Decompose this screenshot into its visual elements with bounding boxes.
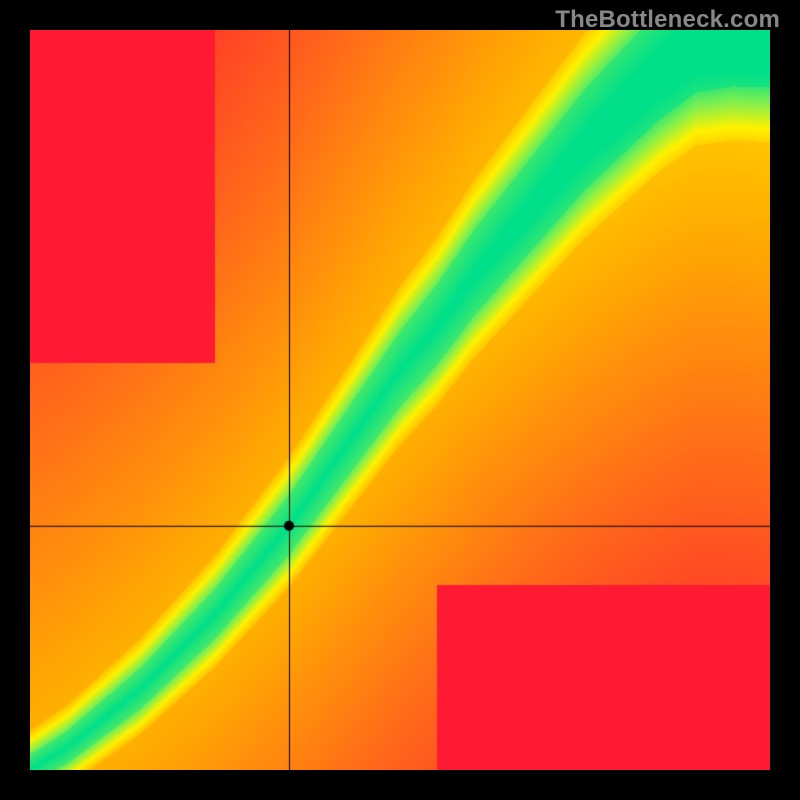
bottleneck-heatmap — [30, 30, 770, 770]
frame: TheBottleneck.com — [0, 0, 800, 800]
plot-panel — [30, 30, 770, 770]
